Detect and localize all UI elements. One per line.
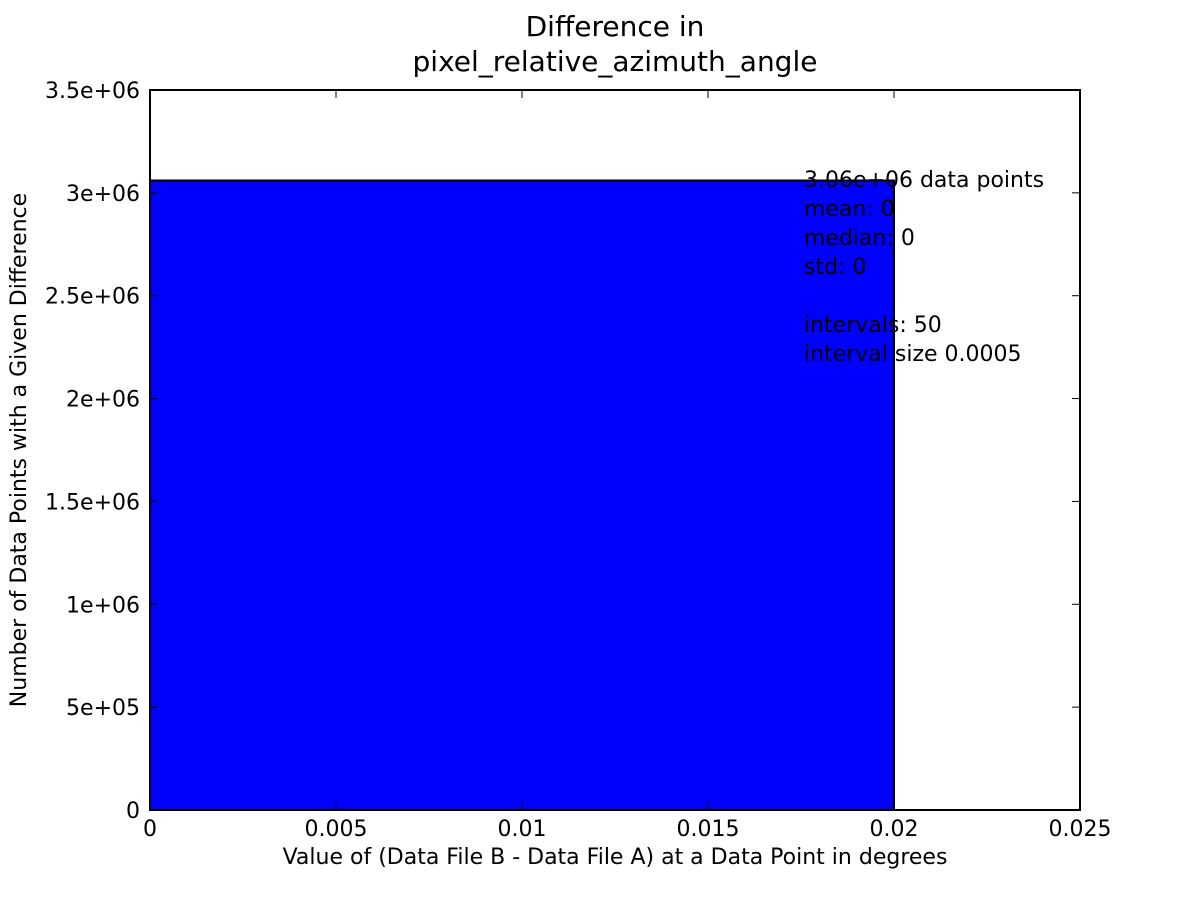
stats-line: intervals: 50 xyxy=(804,313,942,338)
y-ticks-group: 0 5e+05 1e+06 1.5e+06 2e+06 2.5e+06 3e+06 3.5e+… xyxy=(45,79,1080,824)
x-tick-label: 0.005 xyxy=(305,817,368,842)
y-axis-label: Number of Data Points with a Given Diffe… xyxy=(7,193,32,707)
x-tick-label: 0.025 xyxy=(1049,817,1112,842)
x-tick-label: 0 xyxy=(143,817,157,842)
y-tick-label: 2.5e+06 xyxy=(45,285,140,310)
stats-line: std: 0 xyxy=(804,255,866,280)
y-tick-label: 2e+06 xyxy=(66,388,140,413)
x-ticks-group: 0 0.005 0.01 0.015 0.02 0.025 xyxy=(143,90,1111,842)
y-tick-label: 0 xyxy=(126,799,140,824)
y-tick-label: 5e+05 xyxy=(66,696,140,721)
histogram-bar xyxy=(149,179,895,811)
x-tick-label: 0.02 xyxy=(870,817,919,842)
chart-title-line-1: Difference in xyxy=(526,10,705,43)
y-tick-label: 1.5e+06 xyxy=(45,490,140,515)
plot-frame xyxy=(149,89,1081,811)
stats-line: 3.06e+06 data points xyxy=(804,168,1044,193)
y-tick-label: 1e+06 xyxy=(66,593,140,618)
y-tick-label: 3e+06 xyxy=(66,182,140,207)
stats-line: mean: 0 xyxy=(804,197,895,222)
stats-line: interval size 0.0005 xyxy=(804,342,1022,367)
x-tick-label: 0.01 xyxy=(498,817,547,842)
x-tick-label: 0.015 xyxy=(677,817,740,842)
stats-line: median: 0 xyxy=(804,226,915,251)
x-axis-label: Value of (Data File B - Data File A) at … xyxy=(283,845,948,870)
stats-annotation: 3.06e+06 data points mean: 0 median: 0 std:… xyxy=(804,168,1044,367)
chart-title-line-2: pixel_relative_azimuth_angle xyxy=(413,45,818,78)
bars-group xyxy=(149,179,895,811)
y-tick-label: 3.5e+06 xyxy=(45,79,140,104)
